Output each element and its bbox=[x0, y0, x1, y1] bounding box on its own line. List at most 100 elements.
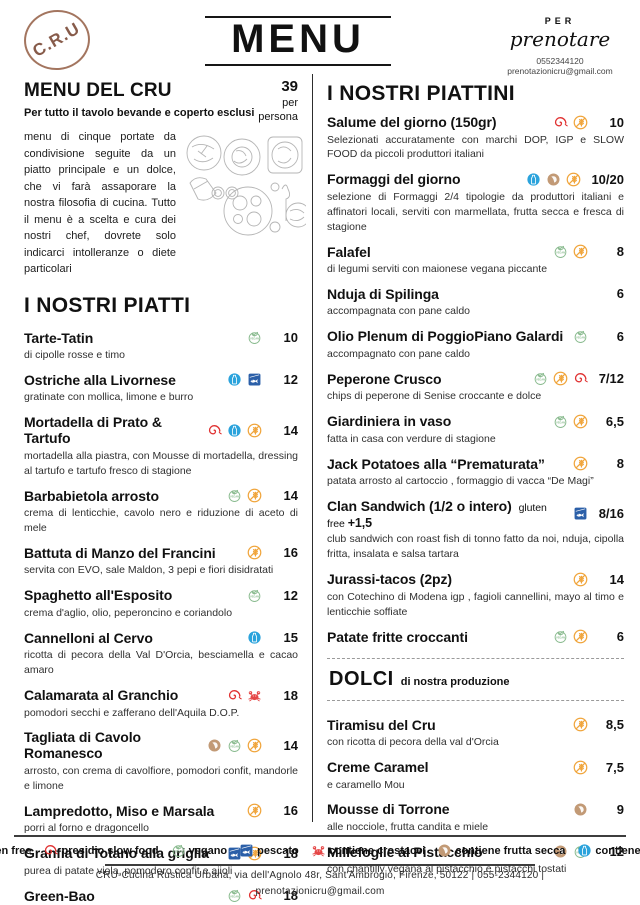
legend-entry: contiene frutta secca bbox=[437, 843, 565, 858]
dish-price: 6,5 bbox=[605, 413, 624, 429]
dish-badges: 10/20 bbox=[526, 172, 624, 187]
gluten-free-icon bbox=[573, 572, 588, 587]
dish-badges: 6,5 bbox=[553, 414, 624, 429]
dish-price: 16 bbox=[283, 803, 298, 819]
dish-price: 18 bbox=[283, 845, 298, 861]
dish-description: accompagnata con pane caldo bbox=[327, 305, 471, 318]
slow-food-icon bbox=[553, 115, 568, 130]
dish-price: 14 bbox=[283, 737, 298, 753]
dish-price: 10/20 bbox=[591, 171, 624, 187]
nuts-icon bbox=[573, 802, 588, 817]
legend-label: contiene frutta secca bbox=[455, 844, 566, 857]
menu-item-header: Creme Caramel 7,5 bbox=[327, 759, 624, 775]
dish-badges: 10 bbox=[247, 330, 298, 345]
menu-item: Tarte-Tatin 10 di cipolle rosse e timo bbox=[24, 330, 298, 363]
dish-description: porri al forno e dragoncello bbox=[24, 822, 149, 835]
lactose-icon bbox=[577, 843, 592, 858]
menu-item-header: Mortadella di Prato & Tartufo 14 bbox=[24, 414, 298, 446]
legend-underline bbox=[105, 864, 535, 866]
dish-badges: 12 bbox=[553, 844, 624, 859]
vegan-icon bbox=[247, 330, 262, 345]
legend-label: gluten free bbox=[0, 844, 32, 857]
crab-icon bbox=[247, 688, 262, 703]
dish-name: Giardiniera in vaso bbox=[327, 413, 452, 430]
dish-price: 12 bbox=[609, 844, 624, 860]
legend-label: pescato bbox=[257, 844, 299, 857]
dish-badges: 12 bbox=[227, 372, 298, 387]
dish-description: pomodori secchi e zafferano dell'Aquila … bbox=[24, 706, 240, 719]
dish-name: Tarte-Tatin bbox=[24, 329, 94, 346]
dish-description: di cipolle rosse e timo bbox=[24, 349, 125, 361]
legend-entry: vegano bbox=[171, 843, 228, 858]
dish-description: accompagnato con pane caldo bbox=[327, 347, 471, 360]
vegan-icon bbox=[553, 629, 568, 644]
dish-note: gluten free bbox=[327, 501, 547, 530]
dish-badges: 18 bbox=[227, 888, 298, 903]
slow-food-icon bbox=[573, 371, 588, 386]
dish-name: Barbabietola arrosto bbox=[24, 487, 159, 504]
fish-icon bbox=[247, 372, 262, 387]
menu-item: Spaghetto all'Esposito 12 crema d'aglio, o… bbox=[24, 587, 298, 620]
dish-name: Cannelloni al Cervo bbox=[24, 629, 153, 646]
menu-item-header: Formaggi del giorno 10/20 bbox=[327, 171, 624, 187]
page-title: MENU bbox=[205, 16, 391, 66]
dish-badges: 8,5 bbox=[573, 717, 624, 732]
dish-description: chips di peperone di Senise croccante e … bbox=[327, 390, 542, 403]
dish-description: purea di patate viola, pomodoro confit e… bbox=[24, 864, 233, 877]
dish-description: servita con EVO, sale Maldon, 3 pepi e f… bbox=[24, 564, 274, 577]
dish-badges: 6 bbox=[553, 629, 624, 644]
dish-description: crema d'aglio, olio, peperoncino e coria… bbox=[24, 606, 233, 619]
menu-del-cru-subtitle: Per tutto il tavolo bevande e coperto es… bbox=[24, 107, 255, 119]
menu-item: Mousse di Torrone 9 alle nocciole, frutta … bbox=[327, 801, 624, 834]
dish-name: Creme Caramel bbox=[327, 759, 429, 775]
dish-badges: 7/12 bbox=[533, 371, 624, 386]
menu-item: Calamarata al Granchio 18 pomodori secchi … bbox=[24, 687, 298, 720]
reserve-phone: 0552344120 bbox=[536, 56, 584, 66]
menu-item: Cannelloni al Cervo 15 ricotta di pecora d… bbox=[24, 630, 298, 678]
lactose-icon bbox=[227, 372, 242, 387]
dish-price: 18 bbox=[283, 687, 298, 703]
dish-description: selezione di Formaggi 2/4 tipologie da p… bbox=[327, 190, 624, 233]
crab-icon bbox=[311, 843, 326, 858]
lactose-icon bbox=[247, 630, 262, 645]
menu-item: Creme Caramel 7,5 e caramello Mou bbox=[327, 759, 624, 792]
menu-item-header: Lampredotto, Miso e Marsala 16 bbox=[24, 803, 298, 819]
legend-entry: contiene crostacei bbox=[311, 843, 426, 858]
dish-price: 8/16 bbox=[598, 506, 624, 522]
dish-description: e caramello Mou bbox=[327, 778, 405, 791]
vegan-icon bbox=[227, 488, 242, 503]
dish-price: 10 bbox=[283, 330, 298, 345]
menu-item-header: Ostriche alla Livornese 12 bbox=[24, 372, 298, 388]
legend-entry: gluten free bbox=[0, 843, 31, 858]
dish-name: Granfia di Totano alla griglia bbox=[24, 845, 209, 862]
menu-item-header: Jurassi-tacos (2pz) 14 bbox=[327, 571, 624, 587]
dish-badges: 16 bbox=[247, 545, 298, 560]
dish-description: alle nocciole, frutta candita e miele bbox=[327, 820, 489, 833]
menu-item-header: Jack Potatoes alla “Prematurata” 8 bbox=[327, 456, 624, 472]
dish-badges: 12 bbox=[247, 588, 298, 603]
vegan-icon bbox=[171, 843, 186, 858]
lactose-icon bbox=[526, 172, 541, 187]
footer-email: prenotazionicru@gmail.com bbox=[255, 885, 385, 897]
right-column: I NOSTRI PIATTINI Salume del giorno (150… bbox=[313, 74, 624, 875]
menu-item: Ostriche alla Livornese 12 gratinate con m… bbox=[24, 372, 298, 405]
menu-item: Nduja di Spilinga 6 accompagnata con pane … bbox=[327, 286, 624, 319]
menu-item: Peperone Crusco 7/12 chips di peperone di … bbox=[327, 371, 624, 404]
dish-name: Formaggi del giorno bbox=[327, 171, 461, 188]
menu-del-cru-intro: menu di cinque portate da condivisione s… bbox=[24, 129, 311, 278]
legend-label: contiene crostacei bbox=[328, 844, 426, 857]
gluten-free-icon bbox=[573, 414, 588, 429]
nuts-icon bbox=[207, 738, 222, 753]
footer: CRU-Cucina Rustica Urbana, via dell'Agno… bbox=[0, 868, 640, 899]
dish-description: con ricotta di pecora della val d'Orcia bbox=[327, 736, 499, 749]
cru-logo: C.R.U bbox=[21, 6, 102, 74]
dish-name: Battuta di Manzo del Francini bbox=[24, 544, 216, 561]
menu-item-header: Tiramisu del Cru 8,5 bbox=[327, 717, 624, 733]
vegan-icon bbox=[227, 738, 242, 753]
dish-note-price: +1,5 bbox=[347, 515, 372, 530]
legend-label: vegano bbox=[188, 844, 228, 857]
piatti-section-title: I NOSTRI PIATTI bbox=[24, 293, 191, 317]
menu-item: Tiramisu del Cru 8,5 con ricotta di pecora… bbox=[327, 717, 624, 750]
logo-text: C.R.U bbox=[29, 18, 84, 61]
dish-description: gratinate con mollica, limone e burro bbox=[24, 391, 194, 404]
